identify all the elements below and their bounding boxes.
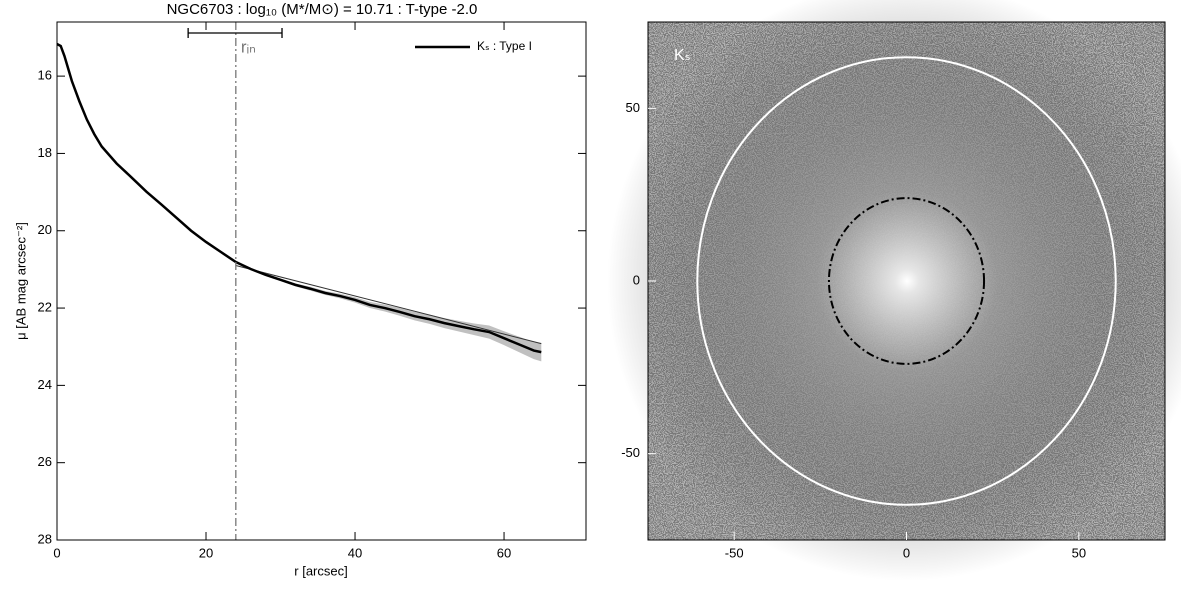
error-band [57, 44, 542, 362]
y-tick-label: 28 [38, 531, 52, 546]
legend-label: Kₛ : Type I [477, 39, 532, 53]
profile-chart: NGC6703 : log₁₀ (M*/M⊙) = 10.71 : T-type… [13, 1, 587, 578]
x-tick-label: 0 [53, 545, 60, 560]
y-tick-label: 16 [38, 68, 52, 83]
x-tick-label: 40 [348, 545, 362, 560]
x-tick-label: 20 [199, 545, 213, 560]
band-label: Kₛ [674, 47, 691, 64]
break-label: rᵢₙ [241, 37, 256, 56]
chart-title: NGC6703 : log₁₀ (M*/M⊙) = 10.71 : T-type… [167, 1, 478, 18]
y-tick-label: 50 [626, 100, 640, 115]
profile-line [56, 42, 542, 354]
x-tick-label: 60 [497, 545, 511, 560]
y-tick-label: 26 [38, 454, 52, 469]
y-tick-label: 18 [38, 145, 52, 160]
image-panel: Kₛ -50 0 50 -50 0 50 [607, 0, 1181, 581]
aperture-ellipse [696, 56, 1117, 506]
y-tick-label: 0 [633, 272, 640, 287]
y-tick-label: -50 [621, 445, 640, 460]
x-tick-label: 50 [1072, 545, 1086, 560]
y-tick-label: 24 [38, 377, 52, 392]
y-axis-label: μ [AB mag arcsec⁻²] [13, 222, 28, 340]
plot-frame [56, 21, 587, 541]
y-tick-label: 22 [38, 299, 52, 314]
x-axis-label: r [arcsec] [294, 563, 347, 578]
fit-line [235, 265, 542, 345]
y-tick-label: 20 [38, 222, 52, 237]
aperture-ellipse [827, 197, 986, 365]
x-tick-label: 0 [903, 545, 910, 560]
x-tick-label: -50 [725, 545, 744, 560]
galaxy-glow [607, 0, 1181, 581]
